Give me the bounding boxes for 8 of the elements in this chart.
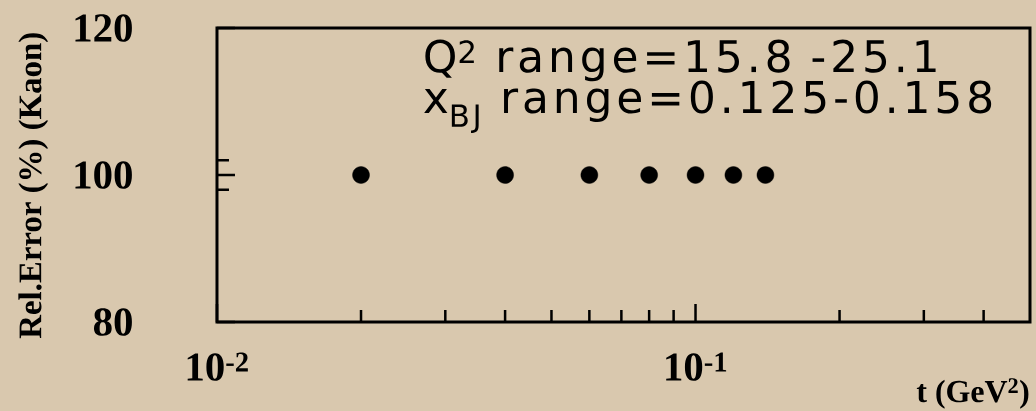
y-tick-label: 120 <box>75 14 132 42</box>
y-tick-label: 80 <box>93 308 132 336</box>
x-tick-label: 10$^{-2}$ <box>187 352 248 381</box>
x-axis-title: t (GeV$^{2}$) <box>916 378 1029 409</box>
y-axis-title: Rel.Error (%) (Kaon) <box>18 33 49 339</box>
y-tick-label: 100 <box>75 161 132 189</box>
annotation: x$_{BJ}$ range=0.125-0.158 <box>424 80 992 133</box>
x-tick-label: 10$^{-1}$ <box>666 352 727 381</box>
